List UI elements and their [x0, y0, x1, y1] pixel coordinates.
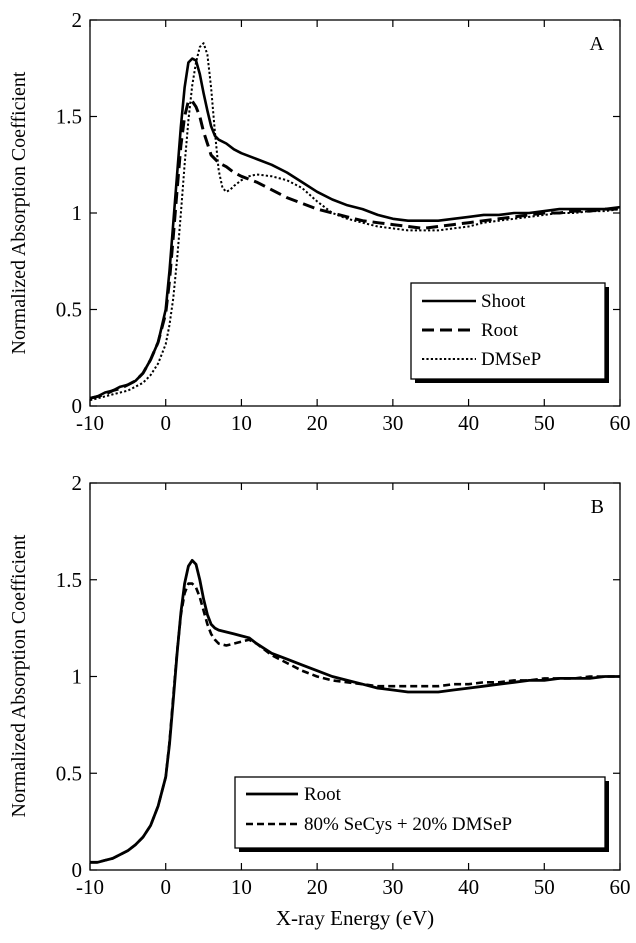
x-tick-label-b: 40 [458, 875, 479, 899]
x-tick-label-b: 0 [160, 875, 171, 899]
y-tick-label-a: 2 [72, 8, 83, 32]
legend-label-root: Root [481, 320, 519, 341]
x-tick-label-a: -10 [76, 411, 104, 435]
x-tick-label-b: 10 [231, 875, 252, 899]
y-tick-label-b: 2 [72, 471, 83, 495]
x-tick-label-a: 30 [382, 411, 403, 435]
x-tick-label-a: 10 [231, 411, 252, 435]
y-axis-label-b: Normalized Absorption Coefficient [8, 534, 30, 817]
panel-letter-b: B [591, 496, 604, 518]
y-tick-label-a: 1.5 [56, 105, 82, 129]
x-tick-label-a: 60 [610, 411, 631, 435]
series-line-a-dmsep [90, 42, 620, 402]
x-tick-label-a: 0 [160, 411, 171, 435]
y-tick-label-a: 0.5 [56, 298, 82, 322]
x-tick-label-b: 60 [610, 875, 631, 899]
series-line-a-root [90, 99, 620, 400]
y-tick-label-b: 0 [72, 858, 83, 882]
x-tick-label-b: 30 [382, 875, 403, 899]
legend-label-root-b: Root [304, 784, 342, 805]
y-tick-label-b: 1 [72, 665, 83, 689]
series-line-a-shoot [90, 57, 620, 400]
y-tick-label-b: 0.5 [56, 761, 82, 785]
x-tick-label-a: 20 [307, 411, 328, 435]
y-tick-label-b: 1.5 [56, 568, 82, 592]
legend-box-b [234, 776, 606, 849]
y-axis-label-a: Normalized Absorption Coefficient [8, 71, 30, 354]
x-tick-label-b: 20 [307, 875, 328, 899]
series-group-b [90, 559, 620, 864]
series-group-a [90, 42, 620, 402]
y-tick-label-a: 0 [72, 394, 83, 418]
legend-label-shoot: Shoot [481, 291, 526, 312]
legend-a: Shoot Root DMSeP [410, 282, 609, 383]
series-line-b-root [90, 559, 620, 864]
x-tick-label-b: -10 [76, 875, 104, 899]
panel-letter-a: A [590, 33, 605, 55]
x-tick-label-a: 50 [534, 411, 555, 435]
legend-label-dmsep: DMSeP [481, 349, 541, 370]
x-axis-label: X-ray Energy (eV) [276, 906, 434, 930]
y-tick-label-a: 1 [72, 201, 83, 225]
x-tick-label-b: 50 [534, 875, 555, 899]
x-tick-label-a: 40 [458, 411, 479, 435]
legend-b: Root 80% SeCys + 20% DMSeP [234, 776, 609, 852]
legend-label-mix: 80% SeCys + 20% DMSeP [304, 814, 512, 835]
